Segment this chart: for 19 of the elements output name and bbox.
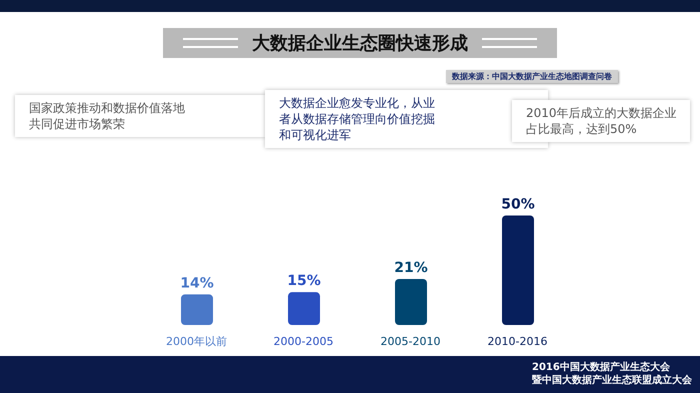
x-tick-label: 2000年以前 [166, 335, 227, 348]
text: 2016中国大数据产业生态大会 [532, 362, 670, 373]
bar [181, 294, 213, 325]
bar [288, 292, 320, 325]
x-tick-label: 2000-2005 [274, 335, 334, 348]
x-tick-label: 2005-2010 [380, 335, 440, 348]
x-tick-label: 2010-2016 [488, 335, 548, 348]
data-label: 21% [394, 260, 428, 276]
data-label: 14% [180, 275, 214, 292]
chart-title: 大数据企业生态圈快速形成 [252, 32, 468, 55]
bar [395, 279, 427, 325]
bar [502, 215, 534, 325]
text: 暨中国大数据产业生态联盟成立大会 [532, 375, 692, 386]
text: 国家政策推动和数据价值落地共同促进市场繁荣 [29, 100, 186, 132]
text: 2010年后成立的大数据企业占比最高，达到50% [526, 105, 678, 137]
data-label: 50% [501, 196, 535, 212]
data-label: 15% [287, 273, 321, 290]
source-note: 数据来源：中国大数据产业生态地图调查问卷 [446, 70, 618, 83]
text: 大数据企业愈发专业化，从业者从数据存储管理向价值挖掘和可视化进军 [279, 95, 436, 143]
